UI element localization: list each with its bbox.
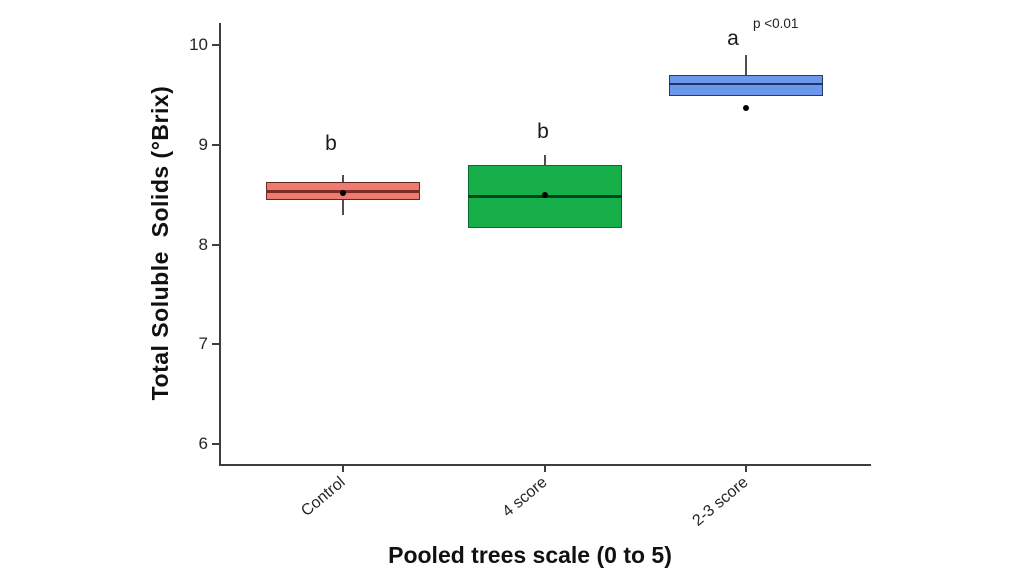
significance-letter: b [537,120,549,143]
y-tick-mark [212,243,220,246]
y-tick-label: 9 [198,134,208,154]
x-tick-mark [342,465,344,472]
y-tick-label: 7 [198,334,208,354]
x-tick-mark [544,465,546,472]
y-tick-mark [212,443,220,445]
x-tick-mark [745,465,747,472]
y-tick-label: 6 [198,434,208,453]
upper-whisker [745,54,747,75]
x-axis-title: Pooled trees scale (0 to 5) [388,542,672,568]
mean-marker [542,191,548,198]
upper-whisker [342,174,344,182]
significance-letter: a [727,27,739,50]
y-tick-label: 10 [189,35,208,54]
upper-whisker [544,154,546,165]
significance-letter: b [325,132,337,155]
box-2-3-score [669,74,823,96]
y-tick-mark [212,343,220,346]
outlier-marker [743,104,749,111]
y-tick-mark [212,44,220,46]
y-tick-label: 8 [198,234,208,254]
p-value-annotation: p <0.01 [753,16,799,31]
median-line [669,82,823,86]
mean-marker [340,189,346,196]
y-tick-mark [212,143,220,146]
y-axis-line [219,23,221,466]
lower-whisker [342,199,344,215]
